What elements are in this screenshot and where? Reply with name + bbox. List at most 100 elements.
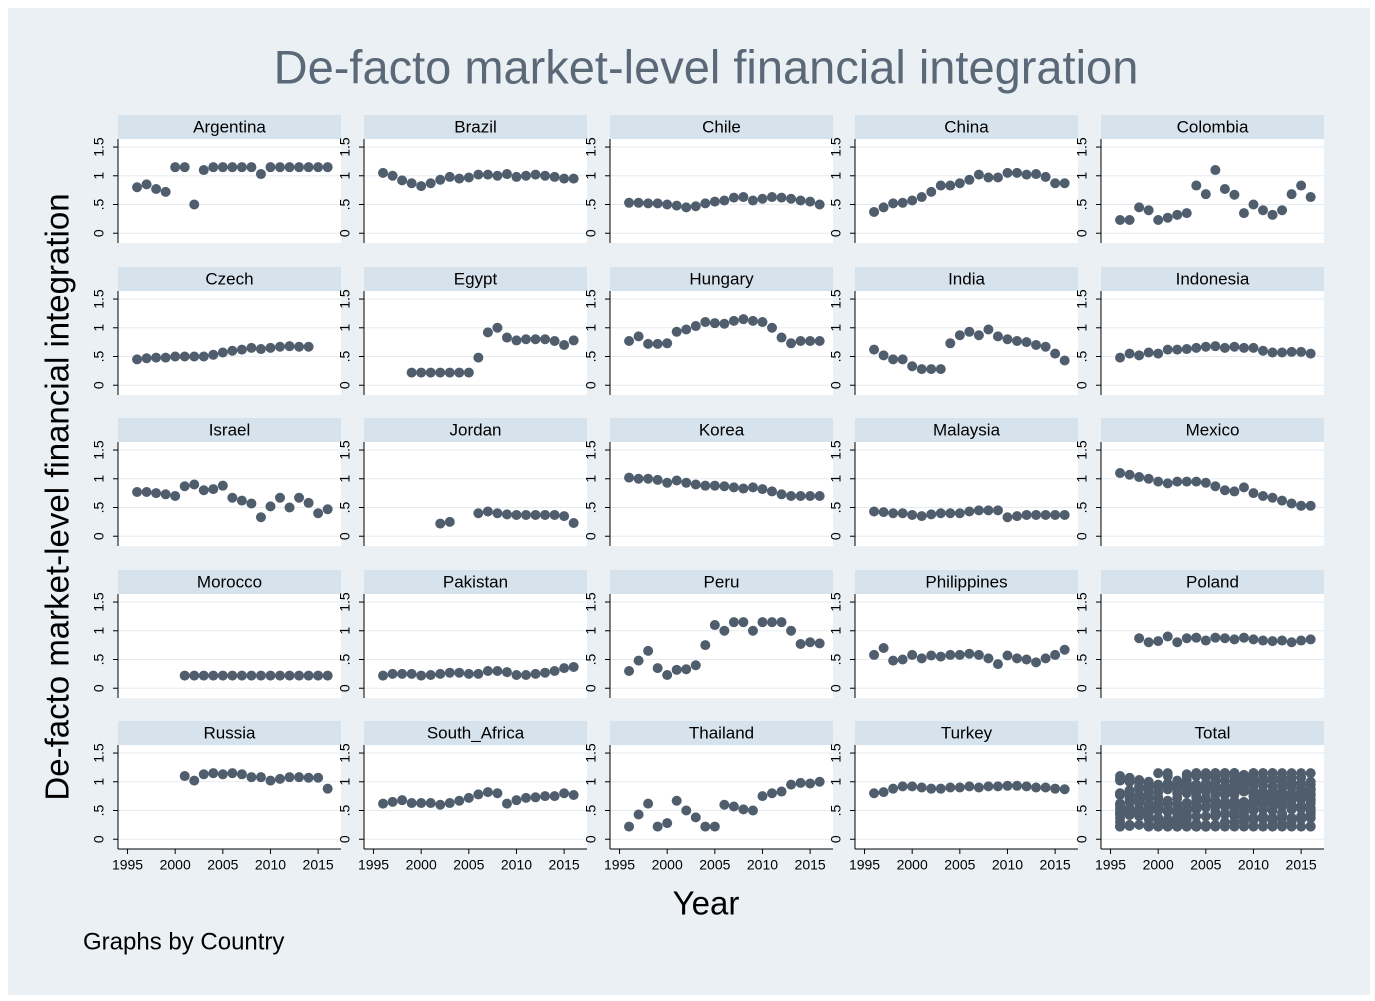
y-tick-label: 1.5 (828, 743, 844, 763)
y-tick-label: 0 (337, 381, 353, 389)
point (1238, 482, 1249, 493)
point (568, 789, 579, 800)
point (236, 670, 247, 681)
point (559, 663, 570, 674)
point (964, 781, 975, 792)
point (897, 354, 908, 365)
point (888, 354, 899, 365)
point (511, 795, 522, 806)
y-tick-label: 1 (337, 324, 353, 332)
point (492, 665, 503, 676)
point (1277, 347, 1288, 358)
point (633, 809, 644, 820)
point (1002, 650, 1013, 661)
point (1040, 341, 1051, 352)
y-tick-label: .5 (337, 804, 353, 816)
point (935, 651, 946, 662)
point (1181, 783, 1192, 794)
point (767, 486, 778, 497)
point (473, 169, 484, 180)
point (954, 330, 965, 341)
point (217, 769, 228, 780)
panel-strip (364, 267, 587, 291)
point (1115, 821, 1126, 832)
x-tick-label: 2005 (1190, 857, 1221, 873)
point (1181, 476, 1192, 487)
point (652, 821, 663, 832)
panel-strip (1101, 267, 1324, 291)
point (568, 661, 579, 672)
point (1200, 811, 1211, 822)
point (1124, 348, 1135, 359)
point (1059, 355, 1070, 366)
point (1050, 348, 1061, 359)
point (624, 472, 635, 483)
point (747, 625, 758, 636)
point (728, 801, 739, 812)
panel-title: Pakistan (443, 572, 508, 591)
y-tick-label: 1.5 (828, 440, 844, 460)
point (776, 489, 787, 500)
point (878, 350, 889, 361)
point (1191, 782, 1202, 793)
point (814, 491, 825, 502)
point (540, 509, 551, 520)
point (945, 649, 956, 660)
point (1238, 805, 1249, 816)
point (1200, 341, 1211, 352)
point (897, 654, 908, 665)
point (170, 351, 181, 362)
y-tick-label: .5 (583, 198, 599, 210)
point (1258, 491, 1269, 502)
plot-area (855, 745, 1078, 849)
point (246, 342, 257, 353)
panel-strip (118, 418, 341, 442)
y-tick-label: 0 (91, 835, 107, 843)
point (482, 327, 493, 338)
point (1267, 772, 1278, 783)
y-tick-label: 0 (91, 229, 107, 237)
point (179, 162, 190, 173)
point (1191, 632, 1202, 643)
point (1229, 634, 1240, 645)
point (954, 508, 965, 519)
point (1191, 768, 1202, 779)
point (624, 665, 635, 676)
point (1258, 205, 1269, 216)
y-tick-label: .5 (91, 804, 107, 816)
panel-title: Colombia (1177, 117, 1249, 136)
point (1296, 180, 1307, 191)
point (1267, 492, 1278, 503)
y-tick-label: .5 (828, 350, 844, 362)
point (473, 352, 484, 363)
point (757, 791, 768, 802)
point (926, 509, 937, 520)
panel-title: Jordan (450, 420, 502, 439)
point (1191, 342, 1202, 353)
point (1181, 344, 1192, 355)
point (1238, 781, 1249, 792)
panel-title: Russia (204, 723, 257, 742)
plot-area (855, 291, 1078, 395)
point (1200, 782, 1211, 793)
point (1162, 478, 1173, 489)
point (1143, 347, 1154, 358)
point (189, 670, 200, 681)
point (160, 352, 171, 363)
point (463, 172, 474, 183)
point (1059, 178, 1070, 189)
point (1162, 795, 1173, 806)
panel-title: Philippines (925, 572, 1007, 591)
y-tick-label: 1.5 (828, 592, 844, 612)
point (1021, 781, 1032, 792)
panel-title: Poland (1186, 572, 1239, 591)
point (814, 776, 825, 787)
x-tick-label: 2010 (747, 857, 778, 873)
point (624, 197, 635, 208)
plot-area (610, 139, 833, 243)
point (786, 779, 797, 790)
point (767, 322, 778, 333)
point (549, 335, 560, 346)
point (265, 775, 276, 786)
point (973, 169, 984, 180)
